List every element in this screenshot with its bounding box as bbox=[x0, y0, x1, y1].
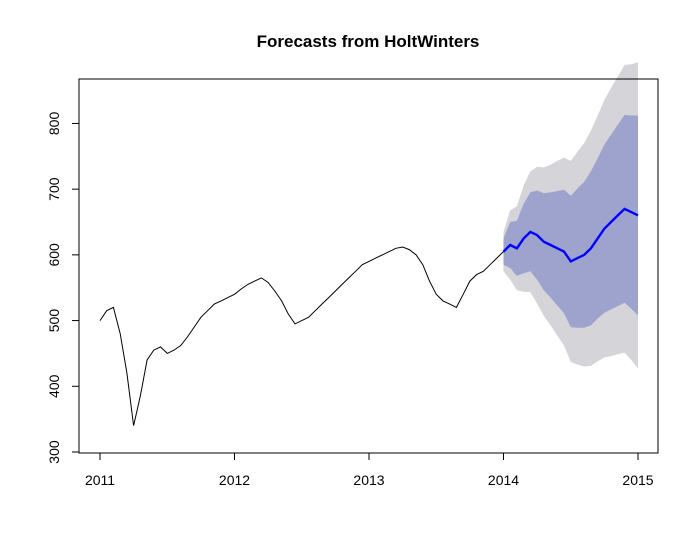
x-tick-label: 2011 bbox=[85, 472, 115, 488]
x-tick-label: 2015 bbox=[622, 472, 653, 488]
prediction-interval-80 bbox=[503, 114, 638, 328]
y-tick-label: 800 bbox=[46, 112, 62, 136]
forecast-series-line bbox=[502, 207, 639, 263]
x-tick-label: 2013 bbox=[353, 472, 384, 488]
y-tick-label: 600 bbox=[46, 243, 62, 267]
y-axis: 300 400 500 600 700 800 bbox=[46, 112, 80, 464]
x-tick-label: 2014 bbox=[488, 472, 519, 488]
y-tick-label: 400 bbox=[46, 374, 62, 398]
chart-title: Forecasts from HoltWinters bbox=[257, 32, 480, 51]
y-tick-label: 700 bbox=[46, 177, 62, 201]
x-tick-label: 2012 bbox=[219, 472, 250, 488]
band-80-area bbox=[503, 114, 638, 328]
x-axis: 2011 2012 2013 2014 2015 bbox=[85, 452, 654, 488]
y-tick-label: 300 bbox=[46, 440, 62, 464]
historical-series-line bbox=[99, 246, 504, 426]
y-tick-label: 500 bbox=[46, 309, 62, 333]
